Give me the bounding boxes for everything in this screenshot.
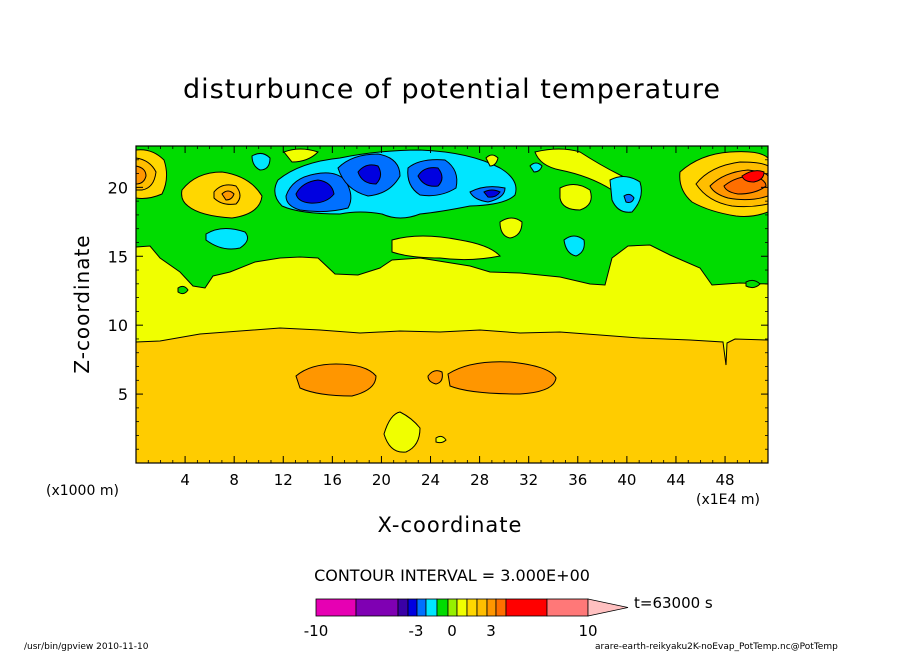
colorbar-segment (495, 598, 507, 617)
x-tick-label: 44 (666, 471, 685, 489)
x-tick-label: 36 (568, 471, 587, 489)
field-region-yellow-pocket (383, 411, 421, 453)
field-region-yellow-pocket (435, 435, 447, 444)
field-region-dark-blue (417, 167, 443, 187)
colorbar-tick-label: -10 (304, 622, 329, 640)
footer-right: arare-earth-reikyaku2K-noEvap_PotTemp.nc… (595, 642, 838, 652)
field-region-cyan (205, 228, 249, 250)
y-tick-label: 15 (108, 247, 128, 266)
colorbar-segment (407, 598, 418, 617)
field-region-yellow-pocket (499, 217, 523, 239)
field-region-green-pocket (177, 285, 189, 295)
colorbar-overflow-arrow (587, 598, 629, 617)
colorbar-segment (416, 598, 427, 617)
field-region-yellow-pocket (485, 154, 499, 167)
x-unit-right: (x1E4 m) (696, 492, 760, 508)
y-tick-label: 5 (118, 385, 128, 404)
field-region-dark-blue (357, 164, 382, 185)
colorbar-segment (447, 598, 458, 617)
x-unit-left: (x1000 m) (46, 483, 119, 499)
colorbar-segment (456, 598, 468, 617)
colorbar-segment (355, 598, 399, 617)
field-region-cyan (529, 162, 543, 173)
footer-left: /usr/bin/gpview 2010-11-10 (24, 642, 149, 652)
x-tick-label: 40 (617, 471, 636, 489)
field-region-dark-blue (483, 189, 501, 198)
colorbar-segment (397, 598, 409, 617)
x-tick-label: 28 (470, 471, 489, 489)
x-tick-label: 20 (372, 471, 391, 489)
colorbar-segment (476, 598, 488, 617)
y-tick-label: 20 (108, 178, 128, 197)
field-region-cyan (251, 152, 271, 171)
contour-interval-label: CONTOUR INTERVAL = 3.000E+00 (314, 566, 590, 585)
y-tick-label: 10 (108, 316, 128, 335)
field-region-red (221, 190, 235, 201)
colorbar-segment (466, 598, 478, 617)
field-region-yellow-pocket (559, 184, 592, 211)
chart-title: disturbunce of potential temperature (183, 74, 721, 105)
field-region-blue (623, 193, 635, 203)
x-tick-label: 16 (323, 471, 342, 489)
x-axis-label: X-coordinate (377, 513, 523, 537)
field-region-green-pocket (745, 279, 761, 289)
field-region-cyan (609, 176, 642, 213)
contour-field (136, 146, 768, 463)
colorbar-tick-label: 3 (486, 622, 496, 640)
field-region-dark-blue (295, 179, 335, 204)
colorbar-segment (486, 598, 497, 617)
colorbar-segment (425, 598, 438, 617)
axis-ticks (136, 146, 768, 463)
field-region-red-core (741, 170, 765, 183)
x-tick-label: 32 (519, 471, 538, 489)
colorbar-tick-label: 0 (447, 622, 457, 640)
field-region-yellow-pocket (283, 148, 319, 163)
colorbar-segment (546, 598, 589, 617)
colorbar-segment (436, 598, 449, 617)
x-tick-label: 4 (180, 471, 190, 489)
field-region-red (136, 165, 147, 185)
field-region-cyan (563, 235, 585, 257)
colorbar-segment (315, 598, 357, 617)
x-tick-label: 8 (229, 471, 239, 489)
colorbar-tick-label: 10 (578, 622, 597, 640)
colorbar-tick-label: -3 (409, 622, 424, 640)
x-tick-label: 48 (716, 471, 735, 489)
colorbar: -10 -3 0 3 10 (304, 598, 629, 640)
field-region-orange (427, 370, 443, 385)
time-label: t=63000 s (634, 594, 713, 612)
y-axis-label: Z-coordinate (70, 234, 94, 374)
field-region-orange (447, 361, 557, 395)
colorbar-segment (505, 598, 548, 617)
field-region-yellow-pocket (391, 235, 501, 261)
x-tick-label: 24 (421, 471, 440, 489)
field-region-orange (295, 363, 377, 397)
x-tick-label: 12 (274, 471, 293, 489)
plot-frame (135, 145, 769, 464)
